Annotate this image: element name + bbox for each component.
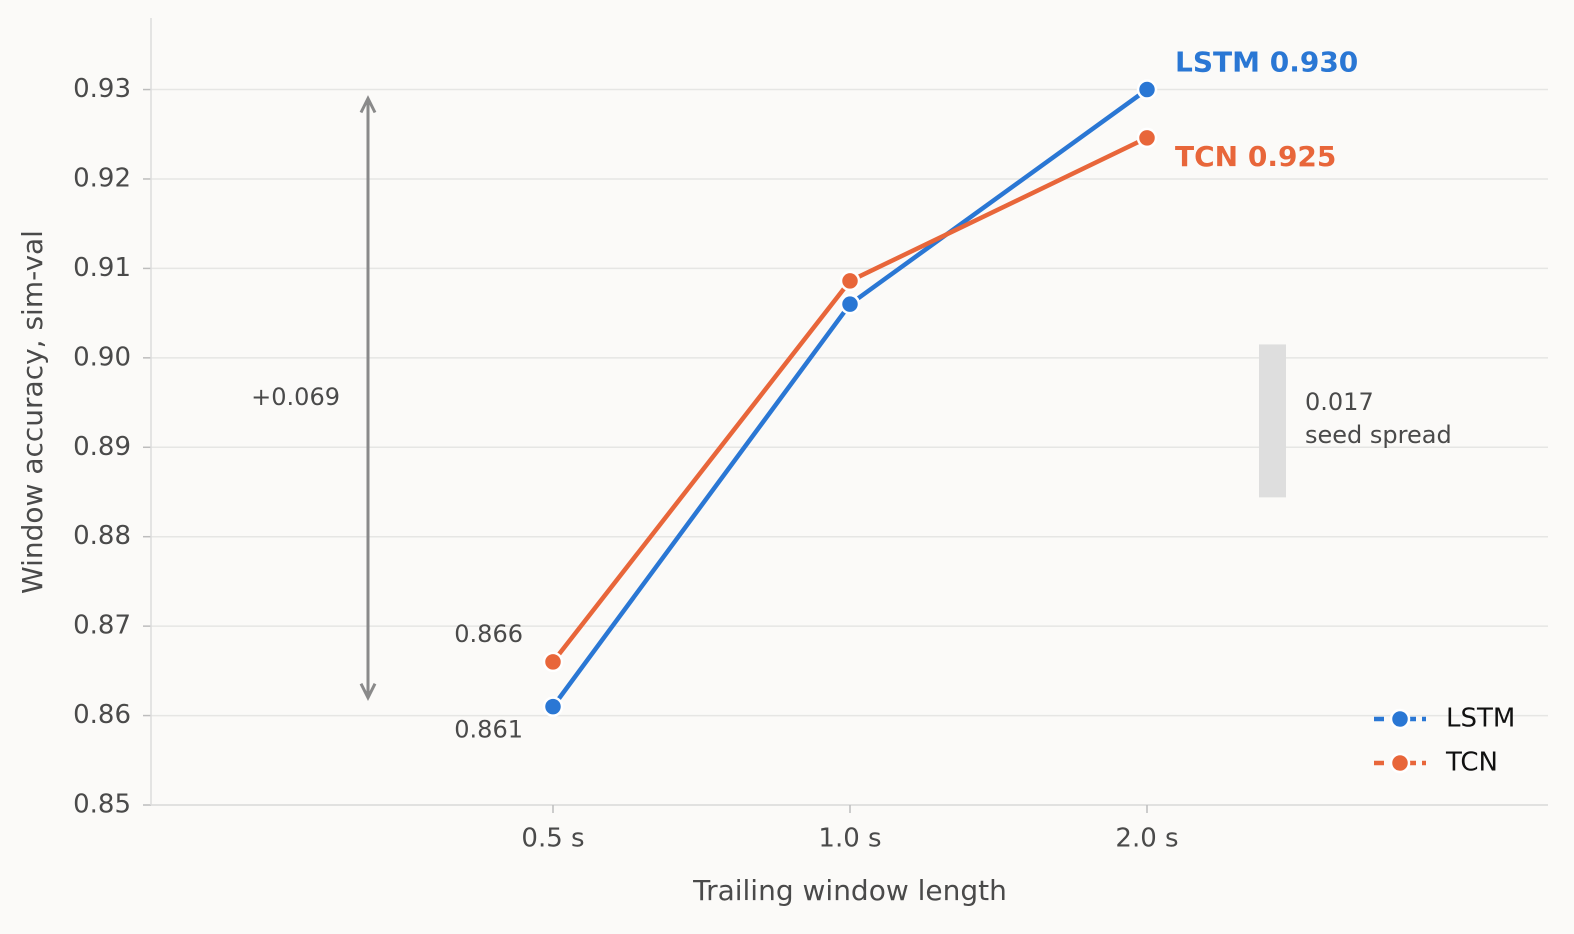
data-point xyxy=(1136,79,1158,100)
y-tick-label: 0.92 xyxy=(73,163,131,193)
seed-spread-bar xyxy=(1259,344,1286,498)
y-axis-label: Window accuracy, sim-val xyxy=(16,230,49,594)
value-label: 0.866 xyxy=(454,620,523,648)
value-label: LSTM 0.930 xyxy=(1175,46,1358,79)
legend-marker xyxy=(1389,752,1411,774)
y-tick-label: 0.93 xyxy=(73,74,131,104)
legend: LSTM TCN xyxy=(1374,704,1515,778)
y-tick-label: 0.86 xyxy=(73,700,131,730)
seed-spread-label: seed spread xyxy=(1305,421,1452,449)
data-point xyxy=(1136,127,1158,149)
x-tick-label: 1.0 s xyxy=(818,824,881,854)
y-tick-label: 0.90 xyxy=(73,342,131,372)
y-tick-label: 0.91 xyxy=(73,253,131,283)
data-point xyxy=(839,293,861,315)
gain-label: +0.069 xyxy=(251,383,340,411)
data-point xyxy=(542,651,564,673)
y-tick-label: 0.89 xyxy=(73,432,131,462)
data-point xyxy=(839,270,861,292)
x-tick-label: 0.5 s xyxy=(521,824,584,854)
x-axis-label: Trailing window length xyxy=(692,874,1007,907)
legend-label: TCN xyxy=(1445,748,1498,778)
seed-spread-value: 0.017 xyxy=(1305,388,1374,416)
y-tick-label: 0.88 xyxy=(73,521,131,551)
value-label: TCN 0.925 xyxy=(1175,140,1336,173)
legend-marker xyxy=(1389,708,1411,730)
legend-label: LSTM xyxy=(1446,704,1515,734)
y-tick-label: 0.87 xyxy=(73,611,131,641)
arrow-head xyxy=(359,95,377,114)
y-tick-label: 0.85 xyxy=(73,790,131,820)
data-point xyxy=(542,696,564,717)
x-tick-label: 2.0 s xyxy=(1115,824,1178,854)
value-label: 0.861 xyxy=(454,716,523,744)
arrow-head xyxy=(359,683,377,702)
